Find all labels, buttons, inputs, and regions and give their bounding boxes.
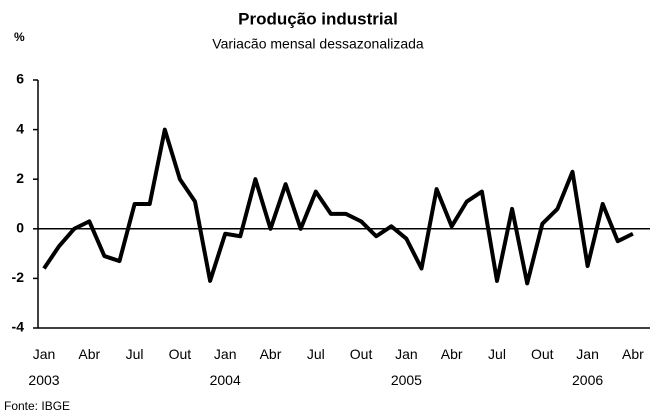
y-tick-label: 2 [16,170,24,186]
x-tick-label: Jul [488,346,506,362]
x-tick-label: Jan 2006 [572,346,603,388]
x-tick-label: Jan 2004 [210,346,241,388]
x-tick-month: Abr [622,346,644,362]
x-tick-label: Abr [78,346,100,362]
x-tick-label: Jan 2005 [391,346,422,388]
y-tick-label: 4 [16,120,24,136]
x-tick-label: Jul [307,346,325,362]
x-tick-year: 2004 [210,372,241,388]
chart-subtitle: Variacão mensal dessazonalizada [212,36,424,52]
y-axis-label: % [14,30,25,44]
x-tick-month: Jan [33,346,56,362]
x-tick-month: Jul [307,346,325,362]
x-tick-label: Abr [441,346,463,362]
x-tick-month: Jan [395,346,418,362]
x-tick-label: Jan 2003 [28,346,59,388]
y-tick-label: 6 [16,71,24,87]
x-tick-month: Jul [126,346,144,362]
x-tick-label: Out [169,346,192,362]
x-tick-month: Abr [260,346,282,362]
line [42,127,634,286]
x-tick-month: Abr [78,346,100,362]
x-tick-year: 2005 [391,372,422,388]
x-tick-label: Abr [260,346,282,362]
x-tick-month: Out [169,346,192,362]
y-tick-label: -4 [12,319,25,335]
x-tick-month: Jan [214,346,237,362]
x-tick-month: Out [531,346,554,362]
x-tick-label: Abr [622,346,644,362]
x-tick-month: Jan [576,346,599,362]
x-tick-label: Out [531,346,554,362]
y-tick-label: 0 [16,220,24,236]
source: Fonte: IBGE [4,399,70,413]
x-tick-year: 2003 [28,372,59,388]
x-tick-label: Out [350,346,373,362]
x-tick-month: Jul [488,346,506,362]
x-tick-month: Out [350,346,373,362]
chart-title: Produção industrial [238,9,398,28]
x-tick-month: Abr [441,346,463,362]
x-tick-year: 2006 [572,372,603,388]
x-tick-label: Jul [126,346,144,362]
y-tick-label: -2 [12,269,25,285]
